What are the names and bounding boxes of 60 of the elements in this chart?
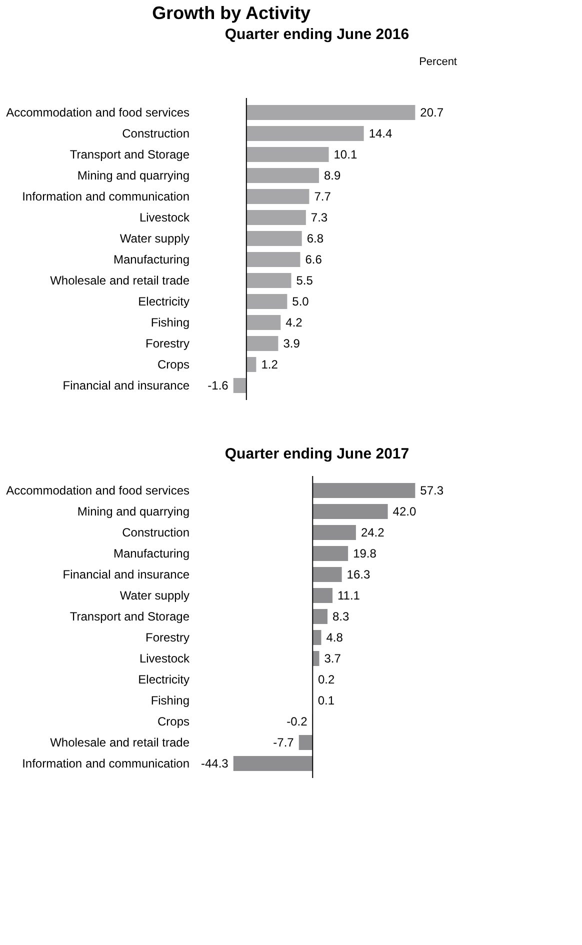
- text: Percent: [419, 56, 457, 68]
- chart-title: Quarter ending June 2016: [224, 26, 410, 43]
- y-tick-label: Financial and insurance: [62, 568, 190, 582]
- y-tick-label: Water supply: [120, 232, 190, 246]
- data-label: 20.7: [420, 106, 444, 120]
- y-tick-label: Information and communication: [22, 756, 190, 770]
- text: Growth by Activity: [152, 3, 310, 23]
- y-tick-label: Financial and insurance: [62, 378, 190, 392]
- data-label: 8.9: [324, 168, 341, 182]
- y-tick-label: Crops: [157, 714, 190, 728]
- data-label: 0.1: [318, 694, 335, 708]
- data-label: 6.6: [305, 252, 322, 266]
- data-label: 24.2: [360, 526, 385, 540]
- y-tick-label: Livestock: [139, 652, 190, 666]
- y-tick-label: Manufacturing: [113, 252, 190, 266]
- y-tick-label: Construction: [122, 526, 190, 540]
- data-label: 6.8: [306, 232, 324, 246]
- data-label: 1.2: [261, 358, 278, 372]
- y-tick-label: Water supply: [120, 588, 190, 602]
- data-label: -44.3: [201, 756, 229, 770]
- data-label: 0.2: [318, 672, 336, 686]
- data-label: 16.3: [346, 568, 370, 582]
- data-label: 7.7: [314, 190, 332, 204]
- y-tick-label: Fishing: [150, 694, 190, 708]
- data-label: 7.3: [310, 210, 328, 224]
- data-label: 57.3: [420, 484, 444, 498]
- data-label: 3.7: [324, 652, 342, 666]
- y-tick-label: Accommodation and food services: [6, 106, 190, 120]
- data-label: 42.0: [392, 504, 416, 518]
- y-tick-label: Crops: [157, 358, 190, 372]
- y-tick-label: Electricity: [138, 294, 190, 308]
- y-tick-label: Transport and Storage: [70, 148, 190, 162]
- data-label: 3.9: [283, 336, 300, 350]
- data-label: -7.7: [273, 736, 294, 750]
- data-label: 4.8: [326, 630, 344, 644]
- data-label: 14.4: [368, 126, 392, 140]
- y-tick-label: Forestry: [145, 336, 190, 350]
- data-label: -0.2: [286, 714, 308, 728]
- data-label: 5.5: [296, 274, 314, 288]
- y-tick-label: Mining and quarrying: [77, 168, 190, 182]
- y-tick-label: Information and communication: [22, 190, 190, 204]
- y-tick-label: Wholesale and retail trade: [50, 736, 190, 750]
- data-label: -1.6: [208, 378, 229, 392]
- y-tick-label: Wholesale and retail trade: [50, 274, 190, 288]
- y-tick-label: Livestock: [139, 210, 190, 224]
- data-label: 8.3: [332, 610, 350, 624]
- y-tick-label: Construction: [122, 126, 190, 140]
- data-label: 11.1: [338, 588, 360, 602]
- y-tick-label: Accommodation and food services: [6, 484, 190, 498]
- y-tick-label: Transport and Storage: [70, 610, 190, 624]
- y-tick-label: Fishing: [150, 316, 190, 330]
- data-label: 19.8: [353, 546, 377, 560]
- data-label: 4.2: [286, 316, 303, 330]
- y-tick-label: Mining and quarrying: [77, 504, 190, 518]
- chart-title: Quarter ending June 2017: [224, 446, 410, 462]
- data-label: 5.0: [292, 294, 310, 308]
- data-label: 10.1: [334, 148, 358, 162]
- y-tick-label: Manufacturing: [113, 546, 190, 560]
- y-tick-label: Electricity: [138, 672, 190, 686]
- y-tick-label: Forestry: [145, 630, 190, 644]
